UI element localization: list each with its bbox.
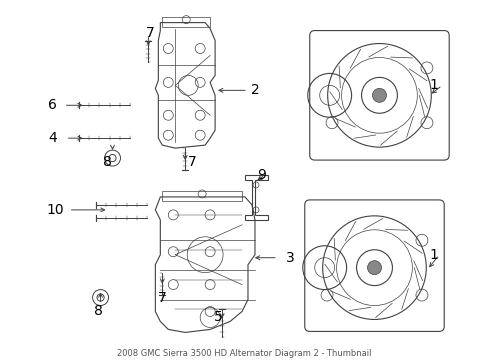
Circle shape [367,261,381,275]
Text: 4: 4 [48,131,57,145]
Text: 7: 7 [158,291,166,305]
Text: 9: 9 [257,168,266,182]
Text: 5: 5 [213,310,222,324]
Text: 8: 8 [94,305,103,319]
Text: 7: 7 [146,26,154,40]
Circle shape [372,88,386,102]
Text: 8: 8 [103,155,112,169]
Text: 2: 2 [250,84,259,97]
Bar [162,17,210,27]
Text: 6: 6 [48,98,57,112]
Text: 1: 1 [429,78,438,93]
Text: 10: 10 [47,203,64,217]
Text: 3: 3 [285,251,294,265]
Text: 1: 1 [429,248,438,262]
Bar [162,191,242,201]
Text: 2008 GMC Sierra 3500 HD Alternator Diagram 2 - Thumbnail: 2008 GMC Sierra 3500 HD Alternator Diagr… [117,349,370,358]
Text: 7: 7 [187,155,196,169]
